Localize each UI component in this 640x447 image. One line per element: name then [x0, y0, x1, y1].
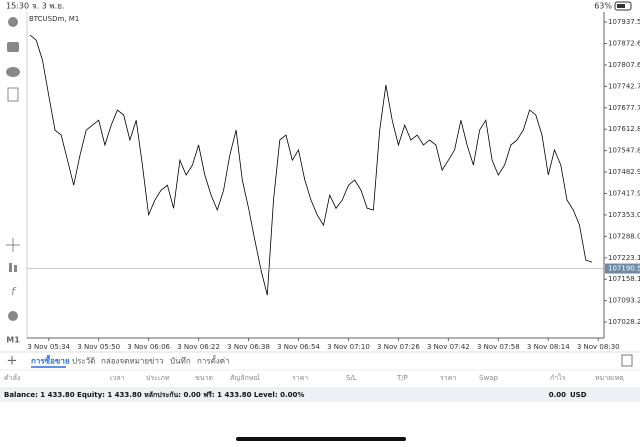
y-tick-label: 107223.10 [608, 254, 640, 262]
battery-icon [614, 1, 632, 11]
chart-type-icon-2[interactable] [14, 265, 17, 272]
column-header: ราคา [292, 374, 308, 382]
tab[interactable]: การตั้งค่า [197, 355, 230, 366]
home-indicator [236, 437, 406, 441]
x-tick-label: 3 Nov 06:22 [177, 343, 220, 351]
y-tick-label: 107028.25 [608, 318, 640, 326]
x-tick-label: 3 Nov 05:34 [27, 343, 70, 351]
summary-currency: USD [570, 391, 587, 399]
y-tick-label: 107807.65 [608, 61, 640, 69]
y-tick-label: 107742.70 [608, 82, 640, 90]
indicator-icon[interactable]: f [11, 285, 17, 298]
y-tick-label: 107158.15 [608, 275, 640, 283]
left-toolbar: f [6, 17, 20, 321]
status-time: 15:30 [6, 2, 29, 11]
tab[interactable]: ประวัติ [72, 357, 95, 366]
x-tick-label: 3 Nov 07:42 [427, 343, 470, 351]
column-header: ประเภท [146, 374, 170, 382]
x-tick-label: 3 Nov 06:06 [127, 343, 170, 351]
timeframe[interactable]: M1 [6, 336, 20, 345]
column-header: Swap [479, 374, 498, 382]
x-tick-label: 3 Nov 06:38 [227, 343, 270, 351]
current-price-label: 107190.52 [608, 265, 640, 273]
tab[interactable]: ข่าว [149, 357, 163, 366]
status-date: จ. 3 พ.ย. [32, 2, 64, 11]
y-tick-label: 107353.00 [608, 211, 640, 219]
y-tick-label: 107288.05 [608, 232, 640, 240]
battery-level [617, 4, 625, 8]
x-tick-label: 3 Nov 08:30 [577, 343, 620, 351]
summary-text: Balance: 1 433.80 Equity: 1 433.80 หลักป… [4, 391, 304, 399]
x-tick-label: 3 Nov 06:54 [277, 343, 320, 351]
x-tick-label: 3 Nov 07:58 [477, 343, 520, 351]
column-header: กำไร [550, 373, 566, 382]
column-header: ราคา [440, 374, 456, 382]
x-tick-label: 3 Nov 05:50 [77, 343, 120, 351]
panel-icon[interactable] [621, 354, 633, 367]
price-line-series [29, 34, 593, 296]
y-tick-label: 107093.20 [608, 297, 640, 305]
y-tick-label: 107547.85 [608, 147, 640, 155]
account-icon[interactable] [8, 17, 18, 27]
x-tick-label: 3 Nov 07:10 [327, 343, 370, 351]
chart-title: BTCUSDm, M1 [29, 15, 79, 23]
column-header: ขนาด [195, 374, 213, 382]
add-tab[interactable]: + [7, 354, 18, 369]
column-header: สัญลักษณ์ [230, 374, 260, 382]
y-tick-label: 107937.55 [608, 18, 640, 26]
y-tick-label: 107677.75 [608, 104, 640, 112]
column-header: หมายเหตุ [595, 374, 624, 382]
x-tick-label: 3 Nov 07:26 [377, 343, 420, 351]
summary-profit: 0.00 [549, 391, 566, 399]
y-tick-label: 107417.95 [608, 190, 640, 198]
current-price-tag [605, 263, 640, 274]
crosshair-icon[interactable] [6, 238, 20, 252]
new-order-icon[interactable] [7, 87, 19, 102]
chat-icon[interactable] [6, 67, 20, 77]
tab[interactable]: บันทึก [170, 357, 191, 366]
tab[interactable]: กล่องจดหมาย [101, 357, 149, 366]
column-header: S/L [346, 374, 357, 382]
status-battery: 63% [594, 2, 612, 11]
trade-icon[interactable] [7, 42, 19, 52]
summary-row [0, 387, 640, 402]
y-tick-label: 107872.60 [608, 40, 640, 48]
column-header: T/P [396, 374, 408, 382]
column-header: เวลา [110, 374, 125, 382]
x-tick-label: 3 Nov 08:14 [527, 343, 570, 351]
chart-type-icon[interactable] [9, 263, 12, 272]
tab[interactable]: การซื้อขาย [31, 355, 70, 366]
y-tick-label: 107482.90 [608, 168, 640, 176]
column-header: คำสั่ง [4, 373, 20, 382]
objects-icon[interactable] [8, 311, 18, 321]
y-tick-label: 107612.80 [608, 125, 640, 133]
